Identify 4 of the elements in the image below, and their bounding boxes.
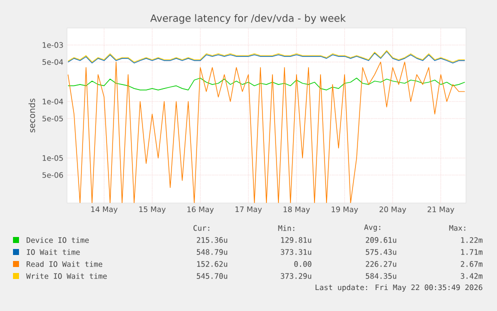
y-axis-title: seconds	[28, 98, 36, 132]
line-series	[68, 62, 466, 204]
line-series	[68, 78, 466, 90]
chart-title: Average latency for /dev/vda - by week	[150, 14, 346, 24]
